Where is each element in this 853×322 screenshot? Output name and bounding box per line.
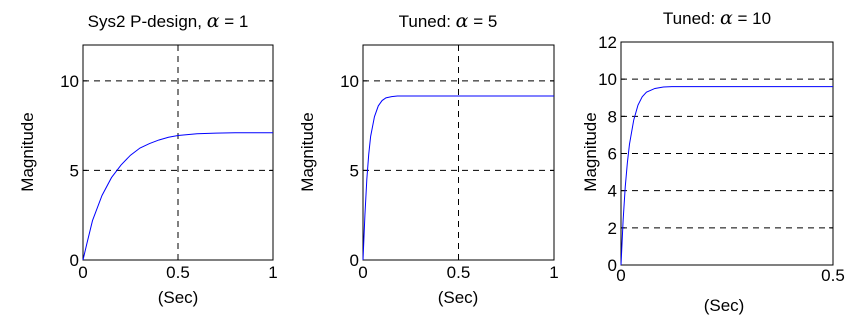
- y-tick-label: 10: [60, 72, 79, 91]
- x-tick-label: 0.5: [821, 266, 845, 285]
- chart-title-value: = 1: [220, 12, 249, 31]
- x-tick-label: 0: [358, 263, 367, 282]
- x-tick-label: 0: [78, 263, 87, 282]
- y-tick-label: 2: [608, 219, 617, 238]
- series-line: [620, 86, 833, 266]
- y-tick-label: 12: [598, 33, 617, 52]
- x-axis-label: (Sec): [438, 288, 479, 307]
- chart-title-value: = 5: [469, 12, 498, 31]
- y-axis-label: Magnitude: [581, 112, 600, 191]
- chart-title: Sys2 P-design, α = 1: [88, 10, 249, 32]
- x-tick-label: 1: [549, 263, 558, 282]
- y-tick-label: 10: [340, 72, 359, 91]
- x-tick-label: 0: [616, 266, 625, 285]
- x-tick-label: 1: [268, 263, 277, 282]
- y-axis-label: Magnitude: [18, 112, 37, 191]
- y-tick-label: 6: [608, 145, 617, 164]
- plot-frame: [620, 41, 834, 266]
- x-tick-label: 0.5: [447, 263, 471, 282]
- chart-title-text: Tuned:: [399, 12, 456, 31]
- x-axis-label: (Sec): [704, 296, 745, 315]
- x-tick-label: 0.5: [166, 263, 190, 282]
- y-tick-label: 10: [598, 70, 617, 89]
- y-tick-label: 8: [608, 107, 617, 126]
- chart-title-text: Tuned:: [663, 9, 720, 28]
- chart-title: Tuned: α = 5: [399, 10, 498, 32]
- x-axis-label: (Sec): [158, 288, 199, 307]
- plot-frame: [82, 44, 274, 261]
- y-tick-label: 0: [70, 251, 79, 270]
- chart-title-text: Sys2 P-design,: [88, 12, 207, 31]
- y-axis-label: Magnitude: [298, 112, 317, 191]
- plot-frame: [362, 44, 555, 261]
- chart-title: Tuned: α = 10: [663, 7, 771, 29]
- alpha-symbol: α: [720, 7, 733, 29]
- chart-panel-3: 0 0.5 0 2 4 6 8 10 12 Tuned: α = 10 (Sec) Magnitude: [581, 7, 845, 315]
- series-line: [82, 132, 273, 261]
- y-tick-label: 5: [70, 161, 79, 180]
- chart-title-value: = 10: [733, 9, 771, 28]
- alpha-symbol: α: [207, 10, 220, 32]
- alpha-symbol: α: [456, 10, 469, 32]
- y-tick-label: 0: [350, 251, 359, 270]
- y-tick-label: 5: [350, 161, 359, 180]
- y-tick-label: 0: [608, 256, 617, 275]
- series-line: [362, 95, 554, 261]
- y-tick-label: 4: [608, 182, 617, 201]
